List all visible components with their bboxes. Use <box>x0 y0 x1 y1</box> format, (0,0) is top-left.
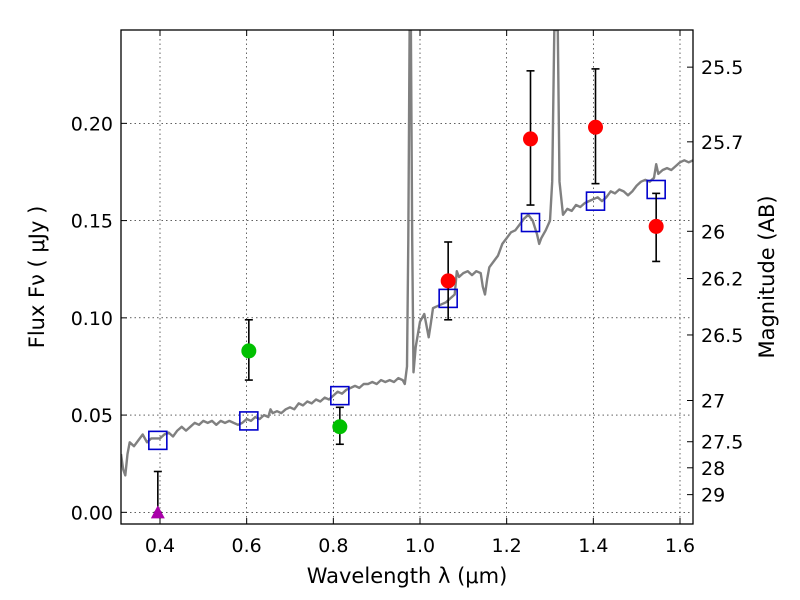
x-tick-label: 1.6 <box>665 535 695 557</box>
x-tick-label: 1.0 <box>405 535 435 557</box>
y-tick-label: 0.05 <box>71 405 113 427</box>
x-tick-label: 1.4 <box>578 535 608 557</box>
spectrum-line <box>121 30 693 477</box>
photometry-point <box>440 273 456 289</box>
photometry-point <box>332 419 348 435</box>
grid-lines <box>121 30 693 524</box>
magnitude-tick-label: 27 <box>701 391 725 413</box>
photometry-point <box>648 218 664 234</box>
spectrum-layer <box>121 30 693 477</box>
x-tick-label: 0.8 <box>318 535 348 557</box>
y-axis-label: Flux Fν ( μJy ) <box>25 206 49 349</box>
magnitude-tick-label: 26.2 <box>701 269 743 291</box>
model-photometry-square <box>330 385 350 406</box>
x-tick-label: 0.6 <box>232 535 262 557</box>
y-tick-label: 0.15 <box>71 211 113 233</box>
y-axis-right-label: Magnitude (AB) <box>755 195 779 358</box>
magnitude-tick-label: 28 <box>701 458 725 480</box>
y-tick-label: 0.00 <box>71 502 113 524</box>
axis-ticks: 0.4 0.6 0.8 1.0 1.2 1.4 1.6 0.00 0.05 0.10 0.15 0.2… <box>71 30 743 557</box>
photometry-point <box>523 131 538 147</box>
magnitude-tick-label: 26.5 <box>701 325 743 347</box>
model-photometry-square <box>520 212 541 233</box>
magnitude-tick-label: 27.5 <box>701 432 743 454</box>
magnitude-tick-label: 25.5 <box>701 57 743 79</box>
photometry-point <box>241 343 257 359</box>
magnitude-tick-label: 29 <box>701 485 725 507</box>
x-tick-label: 0.4 <box>145 535 175 557</box>
model-photometry-square <box>239 411 259 431</box>
model-photometry-square <box>585 191 606 211</box>
plot-frame <box>120 29 694 525</box>
x-tick-label: 1.2 <box>492 535 522 557</box>
y-tick-label: 0.20 <box>71 113 113 135</box>
photometry-point <box>588 119 603 135</box>
marker-layer <box>148 68 666 519</box>
y-tick-label: 0.10 <box>71 308 113 330</box>
magnitude-tick-label: 26 <box>701 221 725 243</box>
upper-limit-triangle <box>150 505 165 519</box>
x-axis-label: Wavelength λ (μm) <box>307 564 508 588</box>
magnitude-tick-label: 25.7 <box>701 132 743 154</box>
model-photometry-square <box>148 430 168 451</box>
